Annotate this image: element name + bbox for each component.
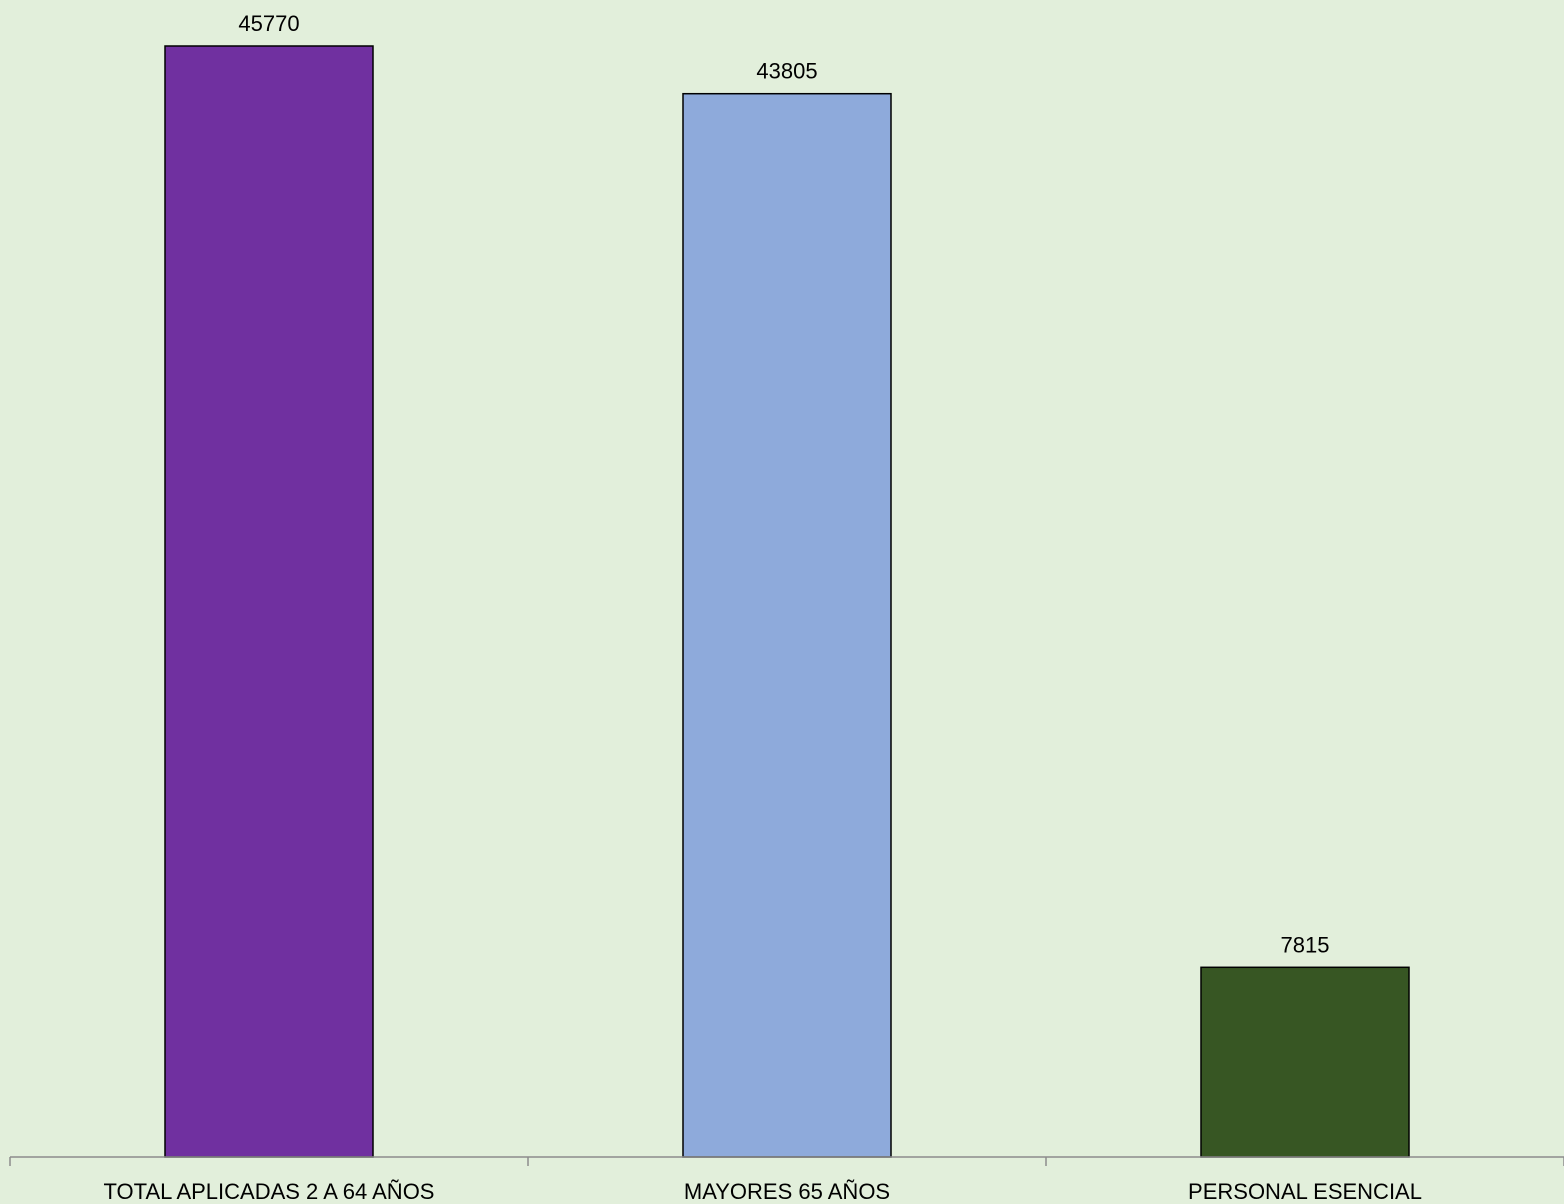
- x-tick-label-2: PERSONAL ESENCIAL: [1188, 1179, 1422, 1204]
- data-label-1: 43805: [756, 59, 817, 84]
- data-label-0: 45770: [238, 11, 299, 36]
- data-labels-group: 45770 43805 7815: [238, 11, 1329, 957]
- x-tick-label-0: TOTAL APLICADAS 2 A 64 AÑOS: [104, 1179, 435, 1204]
- bars-group: [164, 45, 1410, 1158]
- bar-0: [164, 45, 374, 1158]
- x-tick-label-1: MAYORES 65 AÑOS: [684, 1179, 890, 1204]
- x-axis: TOTAL APLICADAS 2 A 64 AÑOS MAYORES 65 AÑ…: [9, 1156, 1564, 1204]
- bar-2: [1200, 966, 1410, 1158]
- data-label-2: 7815: [1281, 932, 1330, 957]
- bar-1: [682, 92, 892, 1158]
